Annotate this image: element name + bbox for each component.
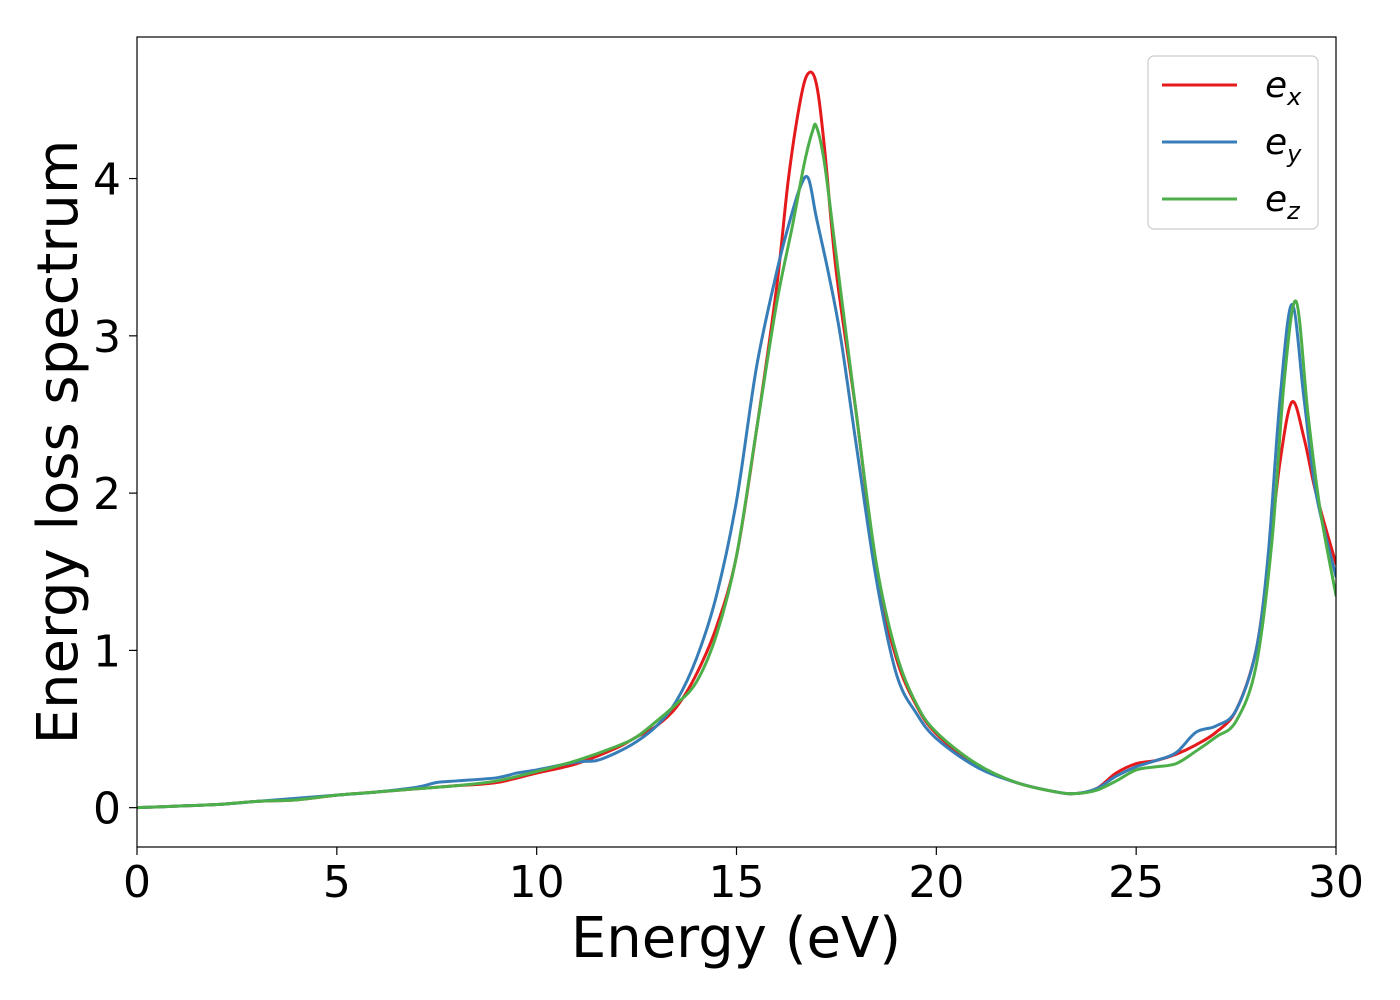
legend-label-ez: ez [1265,179,1301,225]
x-tick-label: 5 [323,857,351,908]
y-axis-label: Energy loss spectrum [26,140,91,745]
y-tick-label: 0 [93,784,121,835]
x-axis-label: Energy (eV) [571,906,901,971]
x-tick-label: 25 [1108,857,1164,908]
y-axis: 0 1 2 3 4 [93,155,137,835]
legend-label-subscript: z [1286,197,1301,225]
series-layer [137,70,1336,810]
y-tick-label: 2 [93,469,121,520]
legend-label-base: e [1265,179,1287,220]
legend-label-ex: ex [1265,65,1302,111]
x-tick-label: 15 [709,857,765,908]
x-tick-label: 20 [908,857,964,908]
x-tick-label: 10 [509,857,565,908]
legend-label-ey: ey [1265,122,1302,168]
x-tick-label: 0 [123,857,151,908]
y-tick-label: 1 [93,626,121,677]
x-tick-label: 30 [1308,857,1364,908]
legend-label-base: e [1265,122,1287,163]
series-line-ey [137,174,1336,810]
legend-label-subscript: y [1286,140,1302,168]
y-tick-label: 4 [93,155,121,206]
y-tick-label: 3 [93,312,121,363]
legend-label-subscript: x [1286,83,1302,111]
series-line-ez [137,122,1336,810]
x-axis: 0 5 10 15 20 25 30 [123,847,1364,908]
legend-label-base: e [1265,65,1287,106]
